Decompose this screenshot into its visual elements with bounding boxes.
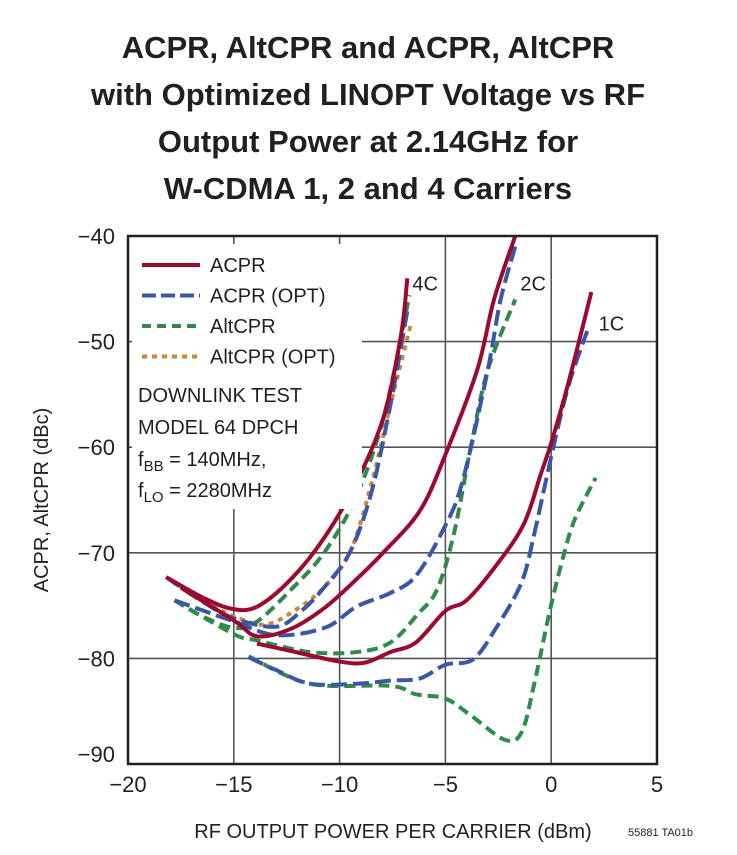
series-line-2c-acpr-opt — [173, 246, 518, 638]
y-tick-label: −80 — [78, 646, 115, 671]
legend-label: AltCPR — [210, 316, 276, 338]
series-line-4c-acpr — [165, 278, 410, 613]
x-tick-label: −20 — [109, 772, 146, 797]
curve-labels: 4C 2C 1C — [412, 274, 624, 336]
legend-label: ACPR — [210, 255, 266, 277]
annotation-line: MODEL 64 DPCH — [138, 417, 298, 439]
legend: ACPR ACPR (OPT) AltCPR AltCPR (OPT) — [142, 255, 336, 369]
footnote: 55881 TA01b — [628, 827, 693, 839]
title-line: Output Power at 2.14GHz for — [158, 124, 578, 159]
y-tick-label: −40 — [78, 224, 115, 249]
title-line: ACPR, AltCPR and ACPR, AltCPR — [122, 30, 615, 65]
legend-label: ACPR (OPT) — [210, 286, 326, 308]
x-tick-label: −5 — [433, 772, 458, 797]
x-tick-label: −15 — [215, 772, 252, 797]
x-tick-label: 0 — [545, 772, 557, 797]
annotation: DOWNLINK TEST MODEL 64 DPCH fBB = 140MHz… — [138, 385, 302, 506]
curve-label: 4C — [412, 274, 438, 296]
y-tick-label: −90 — [78, 742, 115, 767]
series-line-2c-acpr — [179, 235, 518, 639]
legend-background — [132, 244, 362, 509]
x-tick-label: 5 — [651, 772, 663, 797]
x-axis-label: RF OUTPUT POWER PER CARRIER (dBm) — [194, 821, 591, 843]
title-line: with Optimized LINOPT Voltage vs RF — [90, 77, 645, 112]
curve-label: 2C — [520, 274, 546, 296]
series-line-1c-acpr — [256, 291, 594, 666]
series-line-1c-altcpr — [247, 476, 598, 744]
title-line: W-CDMA 1, 2 and 4 Carriers — [164, 171, 572, 206]
x-tick-label: −10 — [321, 772, 358, 797]
y-tick-label: −60 — [78, 435, 115, 460]
annotation-line: DOWNLINK TEST — [138, 385, 302, 407]
annotation-fbb: fBB = 140MHz, — [138, 449, 266, 475]
annotation-flo: fLO = 2280MHz — [138, 480, 272, 506]
y-tick-label: −70 — [78, 541, 115, 566]
curve-label: 1C — [599, 314, 625, 336]
tick-labels: −20 −15 −10 −5 0 5−40−50−60−70−80−90 — [78, 224, 663, 797]
y-axis-label: ACPR, AltCPR (dBc) — [31, 408, 53, 592]
series-line-4c-acpr-opt — [164, 310, 410, 629]
chart-title: ACPR, AltCPR and ACPR, AltCPR with Optim… — [90, 30, 645, 206]
plot-frame — [126, 234, 659, 766]
y-tick-label: −50 — [78, 330, 115, 355]
legend-label: AltCPR (OPT) — [210, 347, 336, 369]
series-line-1c-acpr-opt — [247, 330, 590, 687]
curves — [164, 235, 598, 744]
